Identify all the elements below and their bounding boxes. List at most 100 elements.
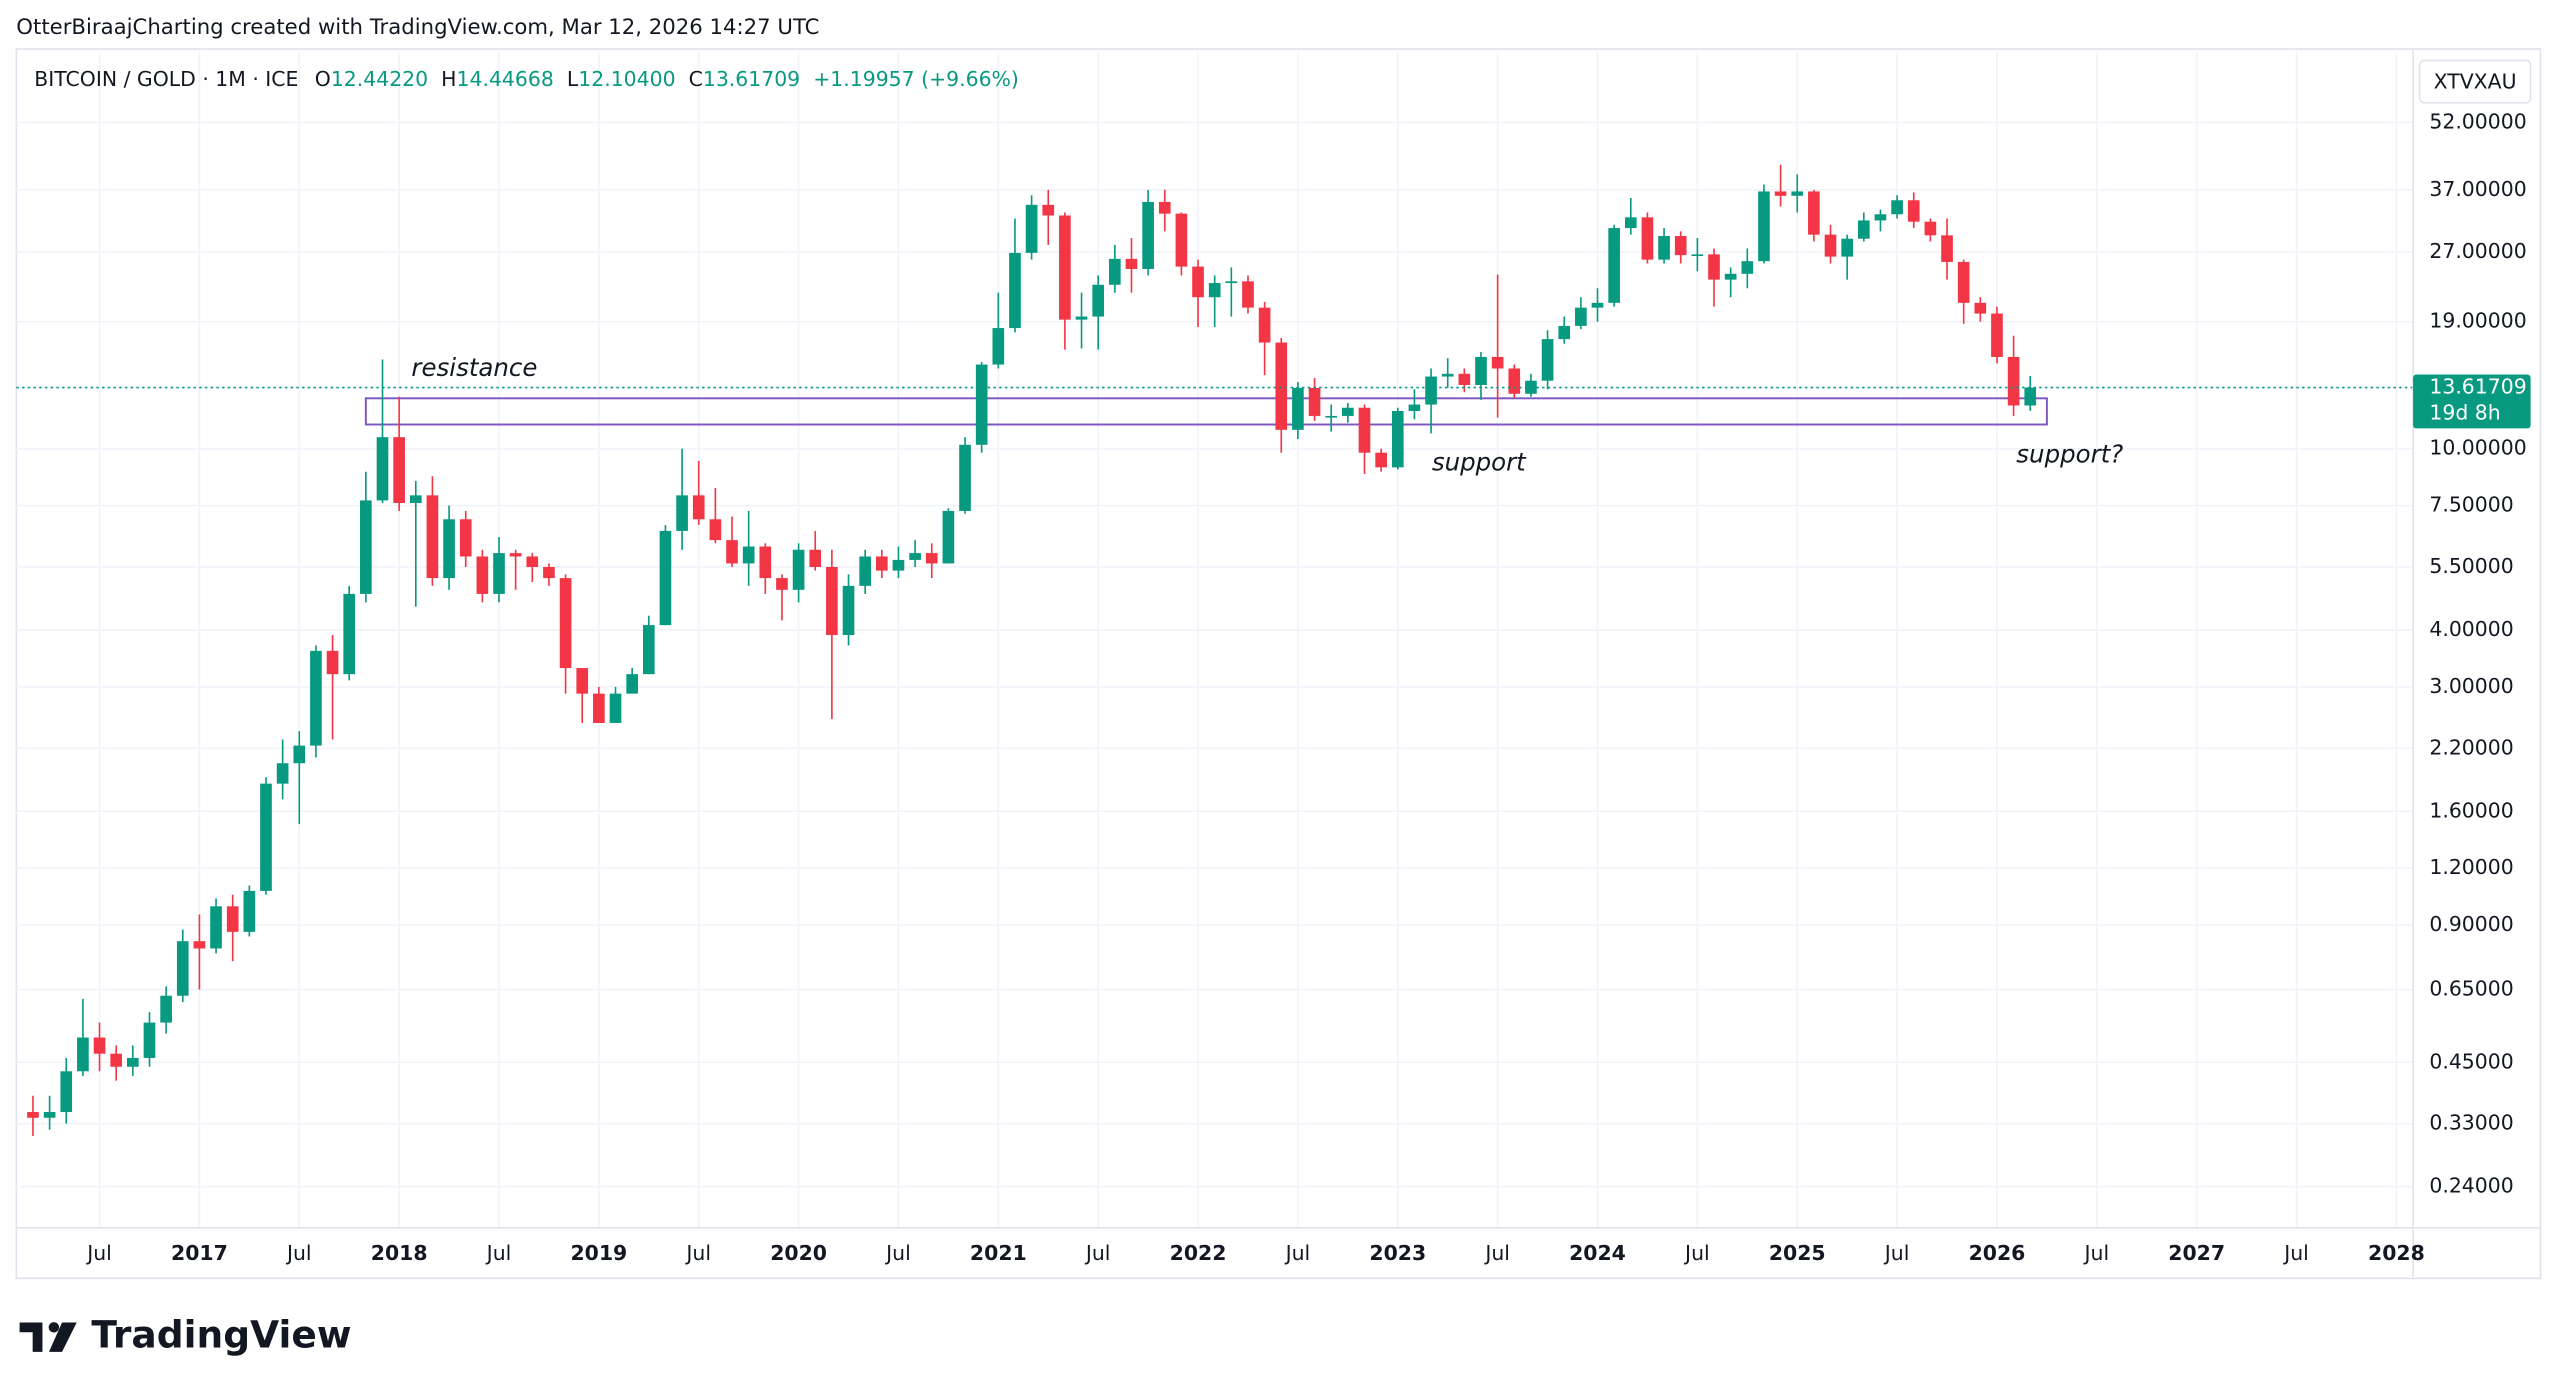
candle-body <box>1092 284 1105 317</box>
candle-body <box>942 510 955 564</box>
candle-body <box>1441 373 1454 377</box>
last-price-box <box>2413 374 2531 429</box>
candle-body <box>443 519 455 579</box>
price-axis <box>2413 50 2539 1277</box>
candle-body <box>1907 200 1920 222</box>
candle-body <box>1724 273 1737 280</box>
candle-body <box>1541 339 1554 381</box>
candle-body <box>776 578 788 590</box>
candle-body <box>1258 307 1271 343</box>
candle-body <box>1791 191 1804 196</box>
candle-body <box>1325 415 1338 418</box>
candle-body <box>1774 191 1787 196</box>
y-tick-label: 1.20000 <box>2429 855 2513 879</box>
legend-key: C <box>689 67 703 91</box>
candle-body <box>1375 452 1387 468</box>
y-tick-label: 27.00000 <box>2429 239 2526 263</box>
x-tick-label: 2021 <box>970 1241 1027 1265</box>
x-tick-label: Jul <box>1284 1241 1311 1265</box>
zone <box>364 397 2048 426</box>
y-tick-label: 4.00000 <box>2429 617 2513 641</box>
brand-name: TradingView <box>91 1313 351 1357</box>
candle-body <box>2024 387 2037 406</box>
grid <box>16 52 2414 1228</box>
candle-body <box>1491 356 1504 369</box>
candle-body <box>1342 407 1354 416</box>
y-tick-label: 10.00000 <box>2429 436 2526 460</box>
candle-body <box>360 500 372 594</box>
chart-frame <box>15 48 2542 1280</box>
candle-body <box>1808 191 1820 235</box>
candle-body <box>1408 404 1421 411</box>
candle-body <box>1974 302 1987 314</box>
candle-body <box>1558 325 1571 340</box>
legend-value: 13.61709 <box>703 67 800 91</box>
candle-body <box>842 585 855 636</box>
logo-mark <box>48 1322 60 1333</box>
candle-body <box>1591 302 1604 308</box>
candle-body <box>1308 387 1321 416</box>
candle-body <box>310 650 322 746</box>
candle-body <box>293 745 306 764</box>
y-tick-label: 0.24000 <box>2429 1174 2513 1198</box>
annotation: support? <box>2016 440 2123 469</box>
candle-body <box>676 495 688 531</box>
candle-body <box>1741 261 1754 274</box>
x-tick-label: 2017 <box>171 1241 228 1265</box>
candle-body <box>1641 217 1654 260</box>
x-tick-label: 2022 <box>1170 1241 1227 1265</box>
candle-body <box>493 553 505 594</box>
symbol[interactable]: XTVXAU <box>2434 69 2517 93</box>
candle-body <box>1225 281 1238 284</box>
y-tick-label: 19.00000 <box>2429 309 2526 333</box>
candle-body <box>409 495 422 504</box>
candle-body <box>1125 258 1138 269</box>
x-tick-label: 2018 <box>371 1241 428 1265</box>
x-tick-label: 2020 <box>770 1241 827 1265</box>
y-tick-label: 3.00000 <box>2429 674 2513 698</box>
candle-body <box>925 553 938 564</box>
y-tick-label: 2.20000 <box>2429 735 2513 759</box>
candle-body <box>726 540 738 564</box>
candle-body <box>1575 307 1587 326</box>
candle-body <box>127 1057 139 1067</box>
candle-body <box>1009 252 1021 329</box>
legend: BITCOIN / GOLD · 1M · ICE O 12.44220 H 14.44… <box>34 67 1019 91</box>
legend-key: L <box>567 67 579 91</box>
x-tick-label: 2024 <box>1569 1241 1626 1265</box>
candle-body <box>343 593 356 675</box>
x-tick-label: Jul <box>485 1241 512 1265</box>
candle-body <box>243 890 256 932</box>
x-tick-label: 2025 <box>1769 1241 1826 1265</box>
x-tick-label: 2026 <box>1969 1241 2026 1265</box>
x-tick-label: Jul <box>684 1241 711 1265</box>
candle-body <box>1109 258 1121 285</box>
candle-body <box>60 1071 73 1113</box>
candle-body <box>576 668 589 694</box>
y-tick-label: 0.90000 <box>2429 912 2513 936</box>
candle-body <box>1292 387 1304 430</box>
candle-body <box>326 650 339 675</box>
candle-body <box>1608 228 1620 303</box>
candle-body <box>1941 235 1953 262</box>
candle-body <box>27 1112 39 1118</box>
symbol-box[interactable] <box>2418 59 2532 104</box>
candle-body <box>809 549 822 567</box>
x-tick-label: Jul <box>1483 1241 1510 1265</box>
candle-body <box>875 556 888 571</box>
last-price-label: 13.61709 <box>2429 375 2526 399</box>
candle-body <box>1824 234 1837 257</box>
y-tick-label: 0.65000 <box>2429 977 2513 1001</box>
candle-body <box>193 941 206 949</box>
candle-body <box>975 364 988 445</box>
candle-body <box>426 495 439 579</box>
x-tick-label: Jul <box>1683 1241 1710 1265</box>
x-tick-label: 2028 <box>2368 1241 2425 1265</box>
candle-body <box>1857 220 1870 239</box>
candle-body <box>1924 221 1937 236</box>
candle-body <box>1458 373 1471 385</box>
legend-key: H <box>441 67 456 91</box>
candle-body <box>826 566 838 636</box>
annotation: resistance <box>411 353 537 382</box>
y-tick-label: 7.50000 <box>2429 493 2513 517</box>
